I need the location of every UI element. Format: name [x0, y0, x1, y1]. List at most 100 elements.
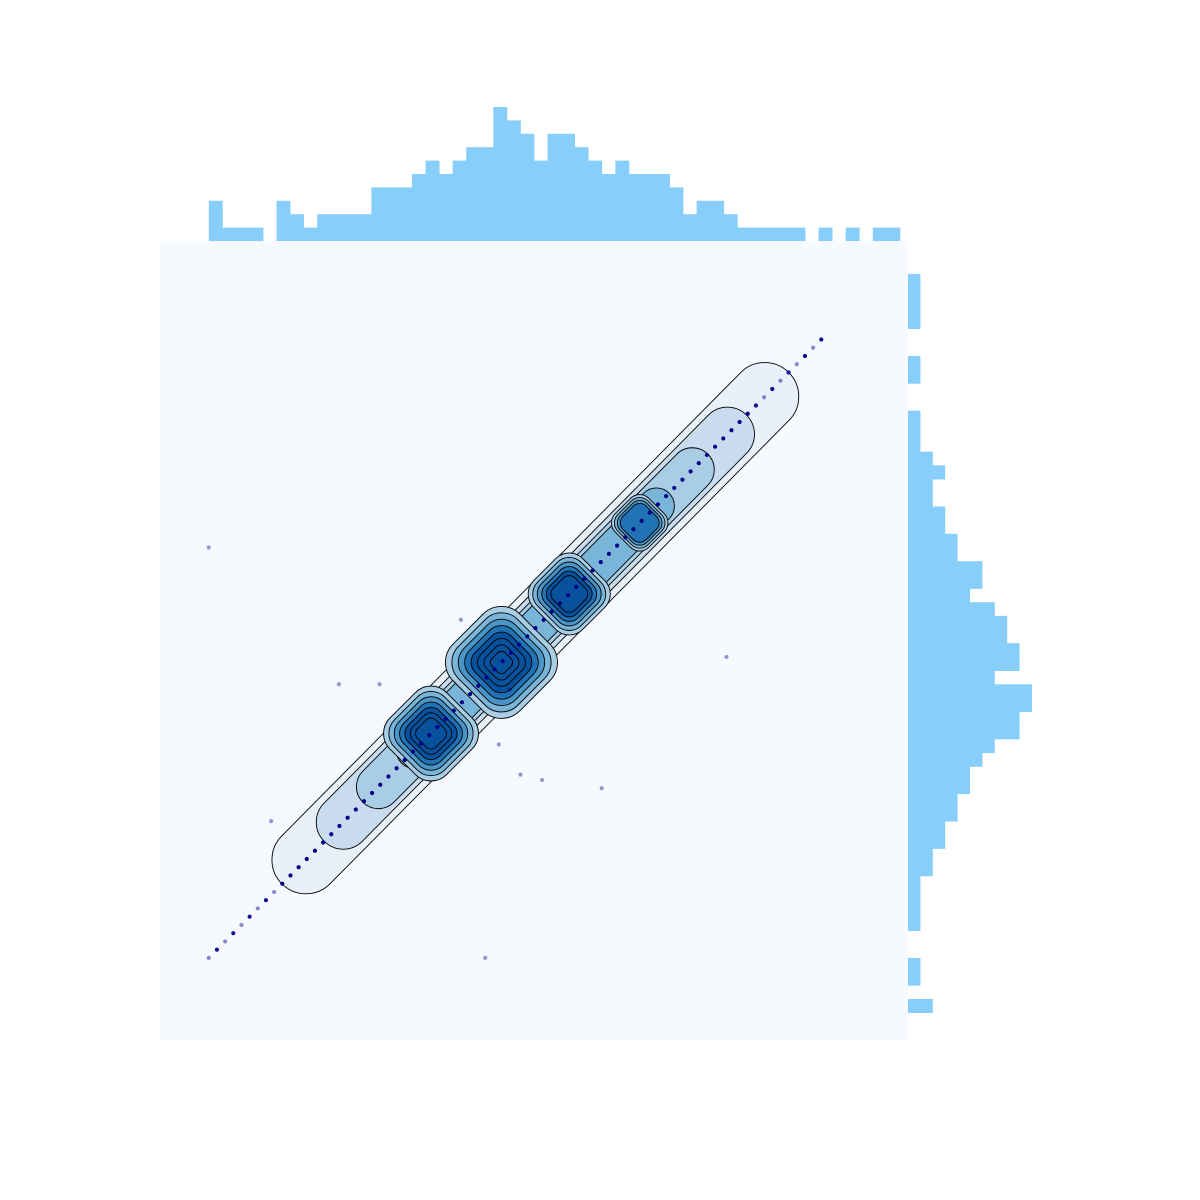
- outlier-point: [336, 682, 341, 687]
- x-histogram-bar: [628, 174, 643, 241]
- x-histogram-bar: [791, 227, 806, 241]
- outlier-point: [496, 742, 501, 747]
- scatter-point: [525, 634, 530, 639]
- scatter-point: [345, 815, 350, 820]
- x-histogram-bar: [574, 147, 589, 241]
- scatter-point: [819, 337, 824, 342]
- y-histogram-bar: [908, 492, 933, 507]
- x-histogram-bar: [330, 214, 345, 241]
- x-histogram-bar: [764, 227, 779, 241]
- x-histogram-bar: [249, 227, 264, 241]
- y-histogram-bar: [908, 889, 921, 904]
- scatter-point: [312, 848, 318, 853]
- scatter-point: [713, 444, 718, 449]
- scatter-point: [329, 832, 334, 837]
- y-histogram-bar: [908, 615, 1008, 630]
- scatter-point: [631, 527, 636, 532]
- scatter-point: [802, 353, 808, 359]
- scatter-point: [639, 518, 644, 524]
- scatter-point: [255, 906, 260, 911]
- scatter-point: [672, 485, 677, 491]
- scatter-point: [753, 403, 759, 408]
- x-histogram-bar: [412, 174, 426, 241]
- x-histogram-bar: [479, 147, 494, 241]
- x-histogram-bar: [303, 227, 318, 241]
- y-histogram-bar: [908, 520, 946, 535]
- y-marginal-histogram: [908, 273, 1032, 1014]
- x-histogram-bar: [398, 187, 413, 241]
- x-histogram-bar: [466, 147, 481, 241]
- x-histogram-bar: [290, 214, 305, 241]
- x-histogram-bar: [452, 160, 467, 241]
- y-histogram-bar: [908, 684, 1032, 699]
- scatter-point: [680, 477, 685, 482]
- y-histogram-bar: [908, 711, 1020, 726]
- y-histogram-bar: [908, 862, 933, 877]
- scatter-point: [378, 782, 383, 787]
- x-histogram-bar: [547, 133, 562, 241]
- y-histogram-bar: [908, 807, 958, 822]
- scatter-point: [280, 881, 285, 886]
- scatter-point: [492, 667, 497, 672]
- scatter-point: [386, 774, 391, 779]
- scatter-point: [206, 955, 211, 961]
- scatter-point: [623, 535, 628, 540]
- scatter-point: [598, 560, 603, 565]
- y-histogram-bar: [908, 725, 1020, 740]
- x-histogram-bar: [723, 214, 738, 241]
- scatter-point: [394, 766, 399, 771]
- scatter-point: [402, 757, 407, 763]
- y-histogram-bar: [908, 355, 921, 371]
- x-histogram-bar: [371, 187, 386, 241]
- scatter-point: [427, 733, 432, 738]
- y-histogram-bar: [908, 479, 933, 494]
- scatter-point: [541, 617, 546, 622]
- outlier-point: [458, 617, 463, 622]
- scatter-point: [811, 345, 816, 350]
- x-histogram-bar: [425, 160, 440, 241]
- scatter-point: [231, 931, 236, 936]
- y-histogram-bar: [908, 971, 921, 986]
- y-histogram-bar: [908, 451, 933, 466]
- y-histogram-bar: [908, 916, 921, 931]
- y-histogram-bar: [908, 410, 921, 425]
- scatter-point: [370, 790, 375, 796]
- outlier-point: [724, 654, 729, 660]
- scatter-point: [476, 683, 481, 688]
- x-histogram-bar: [317, 214, 332, 241]
- x-histogram-bar: [872, 227, 887, 241]
- scatter-point: [214, 947, 220, 952]
- x-histogram-bar: [384, 187, 399, 241]
- x-histogram-bar: [750, 227, 765, 241]
- scatter-point: [615, 543, 620, 548]
- y-histogram-bar: [908, 834, 946, 849]
- x-histogram-bar: [588, 160, 603, 241]
- outlier-point: [206, 545, 211, 550]
- scatter-point: [435, 724, 440, 730]
- x-histogram-bar: [439, 174, 454, 241]
- scatter-point: [223, 939, 228, 944]
- y-histogram-bar: [908, 465, 946, 480]
- scatter-point: [574, 584, 579, 589]
- scatter-point: [508, 650, 514, 655]
- scatter-point: [484, 675, 489, 680]
- scatter-point: [778, 378, 783, 383]
- scatter-point: [468, 691, 473, 697]
- y-histogram-bar: [908, 561, 983, 576]
- y-histogram-bar: [908, 752, 983, 767]
- scatter-point: [737, 419, 742, 425]
- x-histogram-bar: [845, 227, 860, 241]
- y-histogram-bar: [908, 506, 946, 521]
- x-histogram-bar: [777, 227, 792, 241]
- x-histogram-bar: [357, 214, 372, 241]
- y-histogram-bar: [908, 875, 921, 890]
- outlier-point: [483, 955, 488, 961]
- y-histogram-bar: [908, 793, 958, 808]
- y-histogram-bar: [908, 780, 970, 795]
- scatter-point: [459, 700, 465, 705]
- scatter-point: [353, 807, 358, 812]
- scatter-point: [272, 889, 277, 895]
- scatter-point: [729, 428, 734, 433]
- scatter-point: [288, 873, 293, 878]
- y-histogram-bar: [908, 643, 1020, 658]
